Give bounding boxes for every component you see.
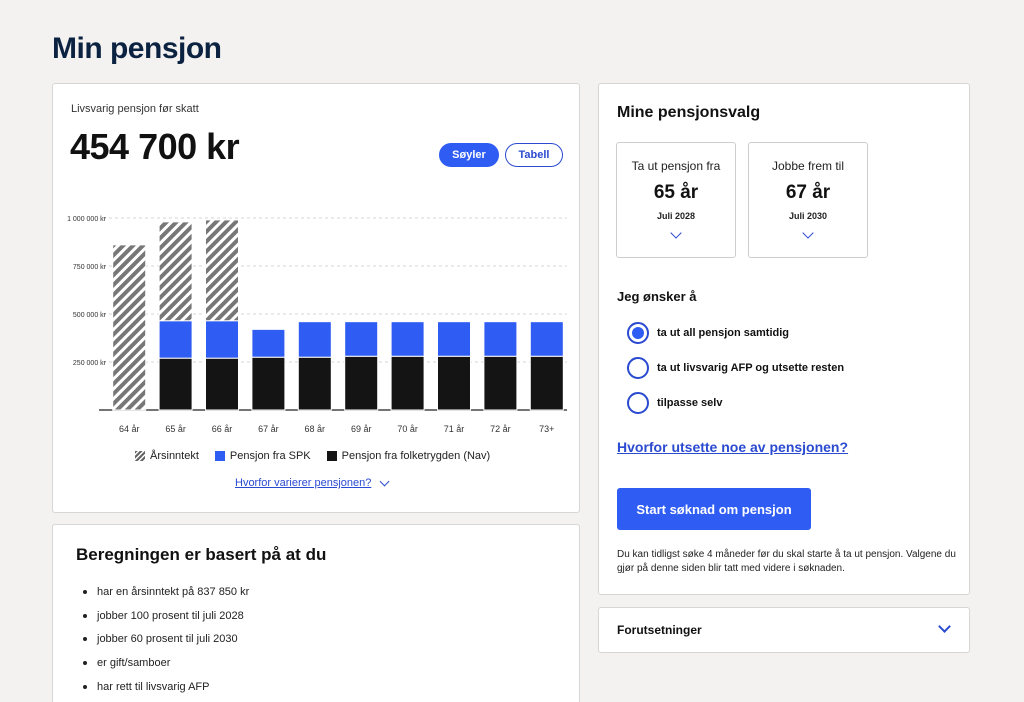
basis-title: Beregningen er basert på at du <box>76 545 327 564</box>
pension-from-picker[interactable]: Ta ut pensjon fra 65 år Juli 2028 <box>616 142 736 258</box>
chart-bar-segment <box>483 355 518 411</box>
list-item: har en årsinntekt på 837 850 kr <box>83 580 249 604</box>
legend-item-spk: Pensjon fra SPK <box>214 450 311 462</box>
x-tick-label: 73+ <box>539 424 554 434</box>
chart-bar-segment <box>205 357 239 411</box>
x-tick-label: 71 år <box>444 424 465 434</box>
chart-bar-segment <box>390 355 425 411</box>
why-varies-label: Hvorfor varierer pensjonen? <box>235 477 372 489</box>
radio-checked-icon[interactable] <box>627 322 649 344</box>
chart-bar-segment <box>390 321 425 357</box>
chart-bar-segment <box>158 320 193 359</box>
radio-unchecked-icon[interactable] <box>627 392 649 414</box>
black-swatch-icon <box>326 451 337 461</box>
page-title: Min pensjon <box>52 32 222 65</box>
wish-title: Jeg ønsker å <box>617 289 697 304</box>
x-tick-label: 65 år <box>165 424 186 434</box>
pension-subtitle: Livsvarig pensjon før skatt <box>71 103 199 115</box>
chart-bar-segment <box>529 321 564 357</box>
y-tick-label: 750 000 kr <box>73 264 107 271</box>
radio-unchecked-icon[interactable] <box>627 357 649 379</box>
list-item: jobber 100 prosent til juli 2028 <box>83 604 249 628</box>
chart-bar-segment <box>344 321 379 357</box>
chart-bar-segment <box>158 357 193 411</box>
chevron-down-icon <box>802 227 814 239</box>
radio-custom[interactable]: tilpasse selv <box>627 392 722 414</box>
table-toggle-button[interactable]: Tabell <box>505 143 563 167</box>
pension-from-date: Juli 2028 <box>656 211 696 221</box>
radio-label: tilpasse selv <box>657 397 723 409</box>
hatch-swatch-icon <box>135 451 145 461</box>
legend-label-nav: Pensjon fra folketrygden (Nav) <box>341 450 491 462</box>
chevron-down-icon <box>670 227 682 239</box>
choices-card: Mine pensjonsvalg Ta ut pensjon fra 65 å… <box>598 83 970 595</box>
chevron-down-icon <box>379 476 390 486</box>
chart-bar-segment <box>437 355 471 411</box>
basis-list: har en årsinntekt på 837 850 kr jobber 1… <box>83 580 249 699</box>
list-item: har rett til livsvarig AFP <box>83 675 249 699</box>
chart-bar-segment <box>344 355 379 411</box>
why-varies-link[interactable]: Hvorfor varierer pensjonen? <box>235 476 390 489</box>
pension-amount: 454 700 kr <box>70 126 240 167</box>
y-tick-label: 500 000 kr <box>73 312 107 319</box>
prerequisites-label: Forutsetninger <box>617 623 702 637</box>
blue-swatch-icon <box>214 451 225 461</box>
x-tick-label: 64 år <box>119 424 140 434</box>
choices-title: Mine pensjonsvalg <box>617 104 761 121</box>
legend-label-spk: Pensjon fra SPK <box>229 450 311 462</box>
chart-bar-segment <box>483 321 518 357</box>
chart-bar-segment <box>112 244 147 411</box>
legend-item-nav: Pensjon fra folketrygden (Nav) <box>326 450 491 462</box>
radio-label: ta ut all pensjon samtidig <box>657 327 790 339</box>
bars-toggle-button[interactable]: Søyler <box>439 143 499 167</box>
list-item: jobber 60 prosent til juli 2030 <box>83 628 249 652</box>
y-tick-label: 250 000 kr <box>73 360 107 367</box>
chevron-down-icon <box>938 620 951 633</box>
basis-card: Beregningen er basert på at du har en år… <box>52 524 580 702</box>
chart-bar-segment <box>158 221 193 322</box>
chart-bar-segment <box>437 321 471 357</box>
work-until-date: Juli 2030 <box>788 211 828 221</box>
work-until-picker[interactable]: Jobbe frem til 67 år Juli 2030 <box>748 142 868 258</box>
why-delay-link[interactable]: Hvorfor utsette noe av pensjonen? <box>617 439 849 455</box>
x-tick-label: 70 år <box>397 424 418 434</box>
pension-chart-card: Livsvarig pensjon før skatt 454 700 kr S… <box>52 83 580 513</box>
chart-bar-segment <box>205 320 239 359</box>
chart-bar-segment <box>205 219 239 322</box>
chart-legend: Årsinntekt Pensjon fra SPK Pensjon fra f… <box>135 450 490 462</box>
x-tick-label: 68 år <box>305 424 326 434</box>
work-until-age: 67 år <box>785 182 831 203</box>
legend-item-income: Årsinntekt <box>135 450 199 462</box>
radio-all-at-once[interactable]: ta ut all pensjon samtidig <box>627 322 789 344</box>
y-tick-label: 1 000 000 kr <box>67 216 107 223</box>
prerequisites-accordion[interactable]: Forutsetninger <box>598 607 970 653</box>
pension-bar-chart: 1 000 000 kr 750 000 kr 500 000 kr 250 000 … <box>67 216 567 434</box>
start-application-button[interactable]: Start søknad om pensjon <box>617 488 811 530</box>
pension-from-label: Ta ut pensjon fra <box>631 159 721 173</box>
radio-label: ta ut livsvarig AFP og utsette resten <box>657 362 845 374</box>
work-until-label: Jobbe frem til <box>771 159 845 173</box>
x-tick-label: 72 år <box>490 424 511 434</box>
list-item: er gift/samboer <box>83 651 249 675</box>
radio-afp-defer[interactable]: ta ut livsvarig AFP og utsette resten <box>627 357 844 379</box>
application-info-text: Du kan tidligst søke 4 måneder før du sk… <box>617 549 956 574</box>
chart-bar-segment <box>297 321 332 358</box>
chart-bar-segment <box>297 356 332 411</box>
chart-bar-segment <box>529 355 564 411</box>
chart-bar-segment <box>251 328 286 358</box>
legend-label-income: Årsinntekt <box>150 450 199 462</box>
x-tick-label: 67 år <box>258 424 279 434</box>
pension-from-age: 65 år <box>653 182 699 203</box>
chart-bar-segment <box>251 356 286 411</box>
x-tick-label: 66 år <box>212 424 233 434</box>
x-tick-label: 69 år <box>351 424 372 434</box>
